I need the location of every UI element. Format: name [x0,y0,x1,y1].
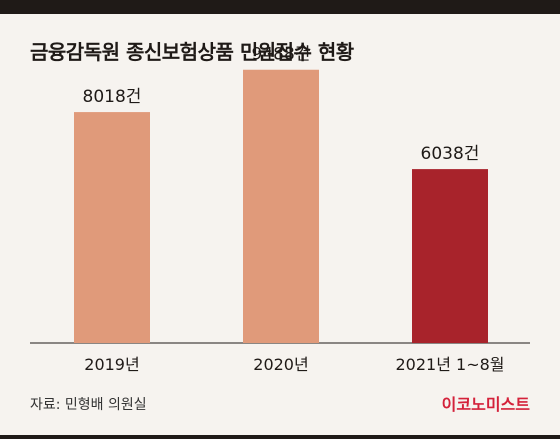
bar-3 [412,169,488,343]
value-label-2: 9488건 [252,45,311,65]
source-note: 자료: 민형배 의원실 [30,397,147,413]
bar-1 [74,112,150,343]
category-label-2: 2020년 [253,355,308,374]
value-label-1: 8018건 [83,87,142,107]
category-label-1: 2019년 [84,355,139,374]
brand-logo: 이코노미스트 [441,395,530,414]
chart-title: 금융감독원 종신보험상품 민원접수 현황 [30,40,354,64]
top-bar [0,0,560,14]
bar-2 [243,69,319,343]
category-label-3: 2021년 1~8월 [395,355,504,374]
value-label-3: 6038건 [421,144,480,164]
bottom-border [0,435,560,439]
